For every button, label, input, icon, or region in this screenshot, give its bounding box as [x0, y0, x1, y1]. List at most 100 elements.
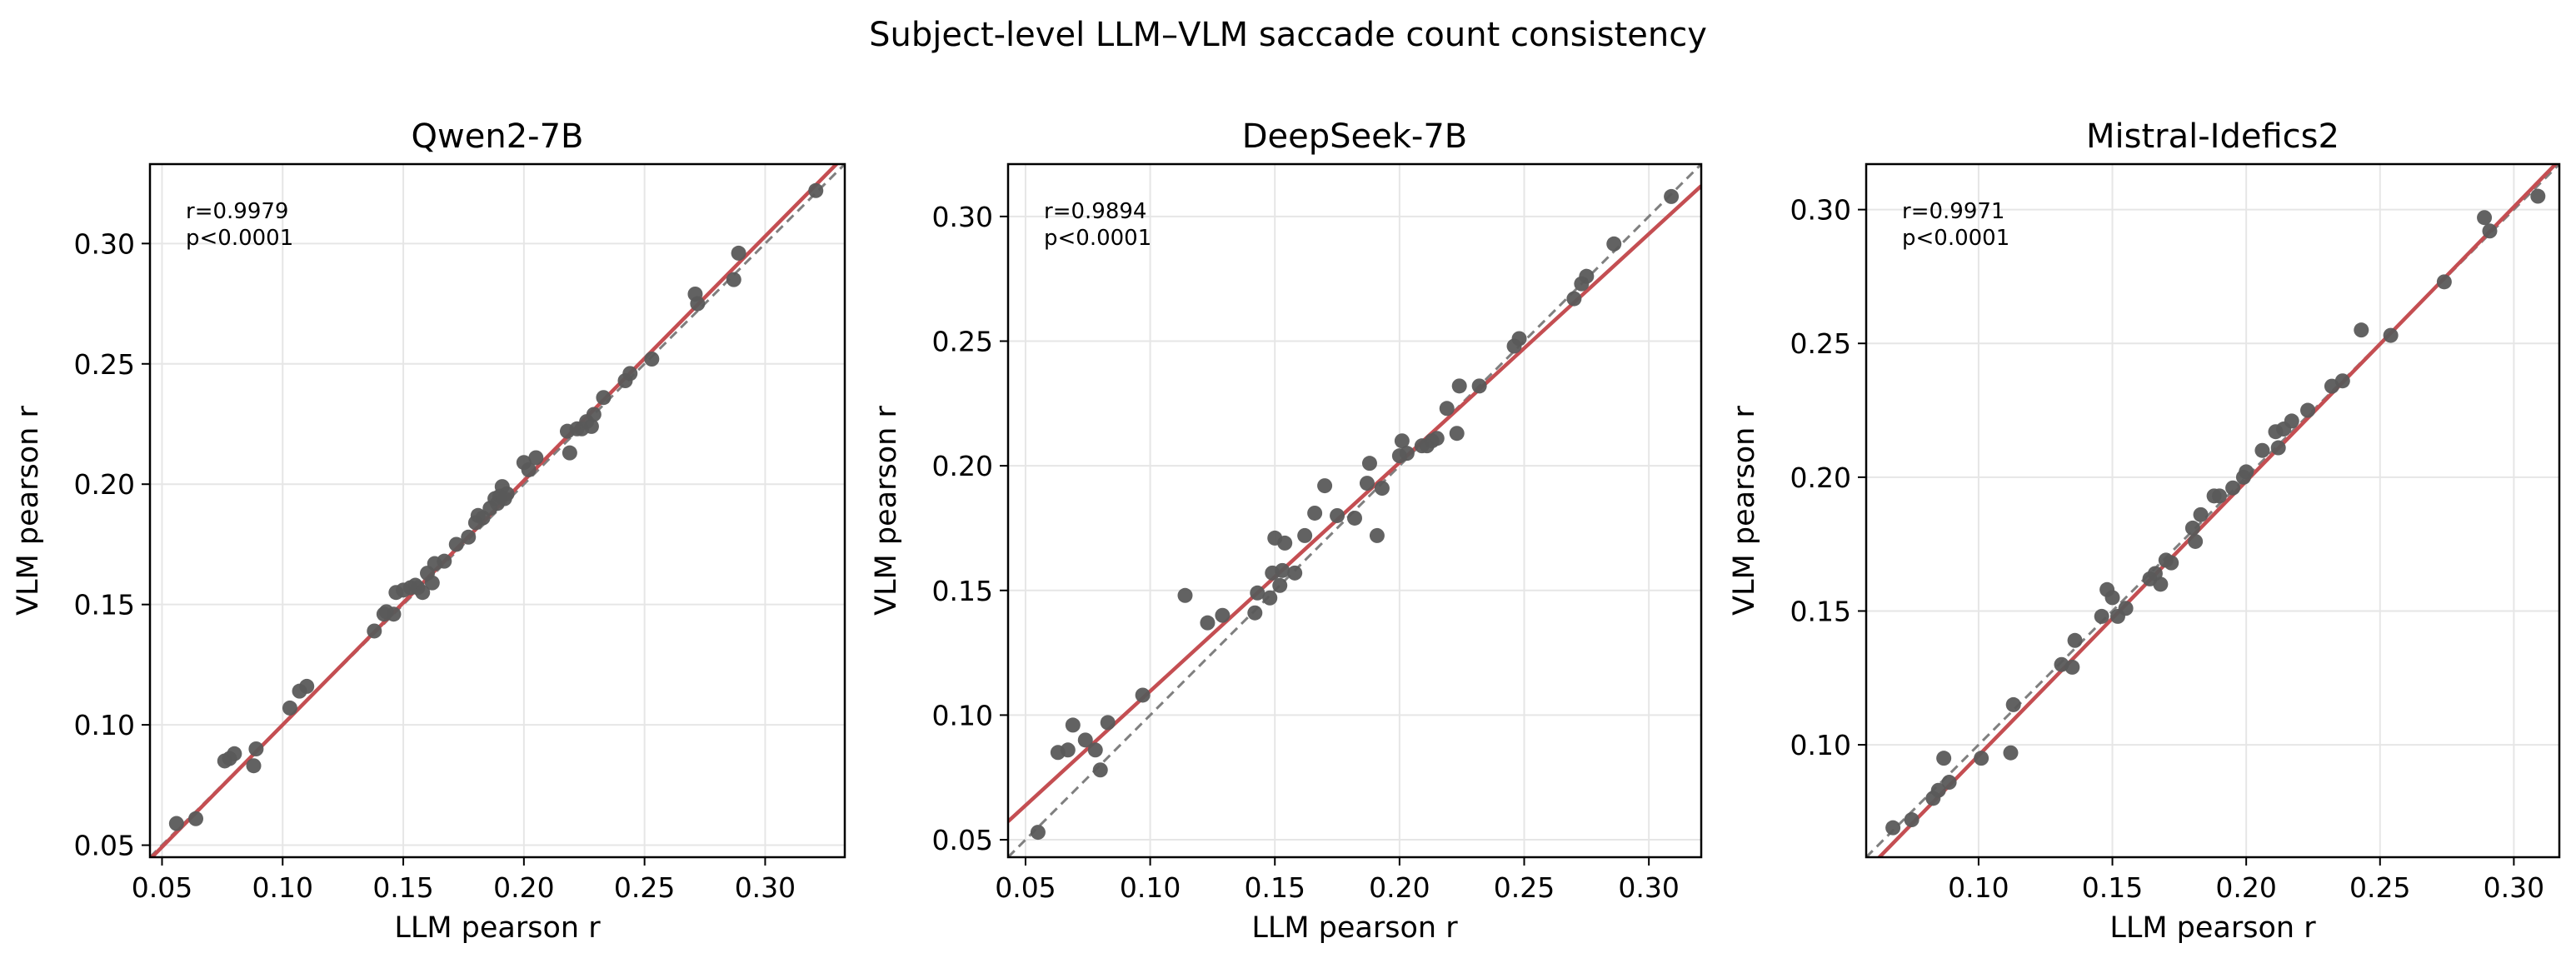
stats-annotation: p<0.0001	[1902, 226, 2009, 251]
data-point	[188, 811, 204, 826]
x-axis-label: LLM pearson r	[1251, 911, 1458, 945]
stats-annotation: p<0.0001	[1044, 226, 1151, 251]
data-point	[1307, 505, 1323, 521]
data-point	[562, 445, 577, 461]
data-point	[528, 450, 544, 466]
data-point	[1664, 188, 1680, 204]
data-point	[2005, 696, 2021, 712]
data-point	[2193, 506, 2209, 522]
panel-title: Mistral-Idefics2	[2086, 117, 2339, 156]
data-point	[1272, 577, 1288, 593]
data-point	[2477, 210, 2493, 226]
x-tick-label: 0.10	[1120, 871, 1181, 904]
data-point	[2354, 322, 2369, 338]
y-tick-label: 0.15	[74, 589, 135, 621]
axes-frame	[1865, 162, 2561, 859]
panel-title: Qwen2-7B	[412, 117, 584, 156]
data-point	[1941, 775, 1957, 791]
data-point	[1200, 615, 1216, 631]
data-point	[2104, 590, 2120, 606]
axes-frame	[1006, 162, 1703, 859]
data-point	[246, 758, 262, 774]
data-point	[1317, 478, 1333, 494]
x-tick-label: 0.05	[132, 871, 192, 904]
data-point	[2003, 745, 2019, 761]
data-point	[1394, 433, 1410, 449]
data-point	[690, 296, 706, 312]
y-tick-label: 0.10	[1790, 729, 1851, 761]
data-point	[1451, 378, 1467, 394]
panel-1: 0.05 0.10 0.15 0.20 0.25 0.30 0.05 0.10 0.15 0.20…	[12, 117, 846, 945]
data-point	[1429, 431, 1445, 447]
data-point	[2383, 327, 2399, 343]
data-point	[586, 407, 602, 422]
x-tick-label: 0.25	[2349, 871, 2410, 904]
data-point	[1060, 742, 1076, 758]
data-point	[386, 606, 402, 622]
data-point	[1087, 742, 1103, 758]
y-tick-label: 0.15	[1790, 595, 1851, 627]
data-point	[2064, 659, 2080, 675]
data-point	[2530, 188, 2546, 204]
data-point	[282, 700, 297, 716]
data-point	[448, 536, 464, 552]
data-point	[1471, 378, 1487, 394]
x-tick-label: 0.25	[614, 871, 675, 904]
data-point	[2188, 533, 2204, 549]
data-point	[1974, 751, 1989, 766]
figure-title: Subject-level LLM–VLM saccade count cons…	[869, 16, 1707, 54]
x-tick-label: 0.05	[995, 871, 1056, 904]
data-point	[1511, 331, 1527, 347]
data-point	[2212, 488, 2228, 504]
x-tick-label: 0.25	[1494, 871, 1555, 904]
data-point	[227, 746, 242, 761]
x-tick-label: 0.10	[252, 871, 313, 904]
y-tick-label: 0.25	[74, 348, 135, 381]
data-point	[1135, 687, 1151, 703]
plot-area	[150, 164, 845, 857]
x-tick-label: 0.30	[1618, 871, 1679, 904]
data-point	[2153, 576, 2169, 592]
x-tick-label: 0.15	[1244, 871, 1305, 904]
data-point	[1904, 812, 1920, 828]
data-point	[1177, 587, 1193, 603]
data-point	[2164, 555, 2179, 571]
y-tick-label: 0.30	[74, 227, 135, 260]
stats-annotation: p<0.0001	[186, 226, 293, 251]
data-point	[2094, 608, 2109, 624]
data-point	[596, 390, 612, 406]
data-point	[2300, 402, 2316, 418]
data-point	[2334, 373, 2350, 389]
y-tick-label: 0.05	[932, 824, 993, 856]
data-point	[1077, 732, 1093, 748]
data-point	[1215, 607, 1231, 623]
data-point	[2184, 520, 2200, 536]
x-tick-label: 0.10	[1948, 871, 2009, 904]
data-point	[1449, 426, 1465, 442]
x-tick-label: 0.15	[372, 871, 433, 904]
y-tick-label: 0.25	[1790, 327, 1851, 360]
data-point	[808, 182, 824, 198]
data-point	[1566, 291, 1582, 307]
data-point	[1936, 751, 1952, 766]
x-tick-label: 0.20	[493, 871, 554, 904]
data-point	[2225, 480, 2241, 496]
data-point	[2067, 632, 2083, 648]
data-point	[1065, 717, 1081, 733]
data-point	[1030, 825, 1046, 841]
panel-2: 0.05 0.10 0.15 0.20 0.25 0.30 0.05 0.10 0.15 0.20…	[870, 117, 1703, 945]
stats-annotation: r=0.9979	[186, 199, 288, 224]
x-tick-label: 0.20	[1369, 871, 1430, 904]
data-point	[299, 678, 315, 694]
data-point	[1374, 481, 1390, 496]
y-tick-label: 0.30	[1790, 194, 1851, 227]
x-axis-label: LLM pearson r	[394, 911, 601, 945]
data-point	[521, 462, 537, 477]
data-point	[726, 272, 741, 287]
data-point	[437, 553, 452, 569]
data-point	[1247, 605, 1263, 621]
axes-frame	[148, 162, 846, 859]
data-point	[1439, 401, 1455, 417]
data-point	[1579, 268, 1595, 284]
data-point	[1250, 585, 1266, 601]
